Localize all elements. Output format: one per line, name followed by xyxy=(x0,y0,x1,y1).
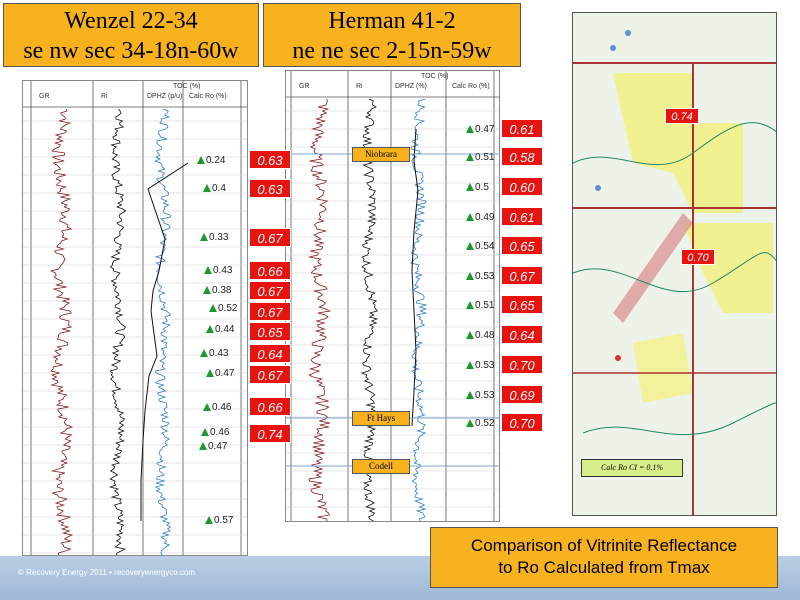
track-header: Calc Ro (%) xyxy=(452,83,490,90)
footer-text: © Recovery Energy 2011 • recoveryenergyc… xyxy=(18,568,196,577)
caption-box: Comparison of Vitrinite Reflectance to R… xyxy=(430,527,778,588)
map-ro-label: 0.74 xyxy=(665,108,699,124)
calculated-ro: 0.67 xyxy=(249,302,291,321)
calculated-ro: 0.67 xyxy=(249,281,291,300)
left-title: Wenzel 22-34 xyxy=(64,8,198,34)
measured-ro: 0.38 xyxy=(203,285,231,297)
calculated-ro: 0.70 xyxy=(501,355,543,374)
ro-trend xyxy=(411,128,419,427)
log-curve xyxy=(409,98,428,521)
track-header: Ri xyxy=(356,83,363,90)
measured-ro: 0.47 xyxy=(199,441,227,453)
measured-ro: 0.46 xyxy=(203,402,231,414)
calculated-ro: 0.65 xyxy=(501,236,543,255)
left-location: se nw sec 34-18n-60w xyxy=(23,38,239,64)
track-header: GR xyxy=(299,83,310,90)
measured-ro: 0.52 xyxy=(466,418,494,430)
calculated-ro: 0.63 xyxy=(249,179,291,198)
right-log: GR Ri DPHZ (%) TOC (%) Calc Ro (%) Niobrara Ft… xyxy=(285,70,500,522)
measured-ro: 0.49 xyxy=(466,212,494,224)
map-legend: Calc Ro CI = 0.1% xyxy=(581,459,683,477)
log-curve xyxy=(360,98,379,521)
track-header: DPHZ (%) xyxy=(395,83,427,90)
measured-ro: 0.24 xyxy=(197,155,225,167)
calculated-ro: 0.65 xyxy=(501,295,543,314)
calculated-ro: 0.65 xyxy=(249,322,291,341)
calculated-ro: 0.67 xyxy=(249,228,291,247)
calculated-ro: 0.61 xyxy=(501,207,543,226)
caption-line: Comparison of Vitrinite Reflectance xyxy=(470,536,738,555)
measured-ro: 0.46 xyxy=(201,427,229,439)
log-tracks xyxy=(286,71,499,521)
calculated-ro: 0.67 xyxy=(249,365,291,384)
calculated-ro: 0.66 xyxy=(249,261,291,280)
measured-ro: 0.53 xyxy=(466,390,494,402)
ro-trend xyxy=(140,162,189,521)
calculated-ro: 0.70 xyxy=(501,413,543,432)
calculated-ro: 0.67 xyxy=(501,266,543,285)
track-header: GR xyxy=(39,93,50,100)
measured-ro: 0.5 xyxy=(466,182,489,194)
map: 0.74 0.70 Calc Ro CI = 0.1% xyxy=(572,12,777,516)
measured-ro: 0.57 xyxy=(205,515,233,527)
left-log: GR Ri DPHZ (p/u) TOC (%) Calc Ro (%) xyxy=(22,80,248,556)
log-tracks xyxy=(23,81,247,555)
calculated-ro: 0.64 xyxy=(249,344,291,363)
measured-ro: 0.52 xyxy=(209,303,237,315)
track-header: TOC (%) xyxy=(173,83,201,90)
log-curve xyxy=(108,108,127,555)
measured-ro: 0.51 xyxy=(466,152,494,164)
measured-ro: 0.4 xyxy=(203,183,226,195)
measured-ro: 0.54 xyxy=(466,241,494,253)
measured-ro: 0.43 xyxy=(200,348,228,360)
calculated-ro: 0.66 xyxy=(249,397,291,416)
calculated-ro: 0.69 xyxy=(501,385,543,404)
calculated-ro: 0.74 xyxy=(249,424,291,443)
track-header: DPHZ (p/u) xyxy=(147,93,183,100)
measured-ro: 0.33 xyxy=(200,232,228,244)
measured-ro: 0.53 xyxy=(466,271,494,283)
formation-label: Niobrara xyxy=(352,147,410,162)
calculated-ro: 0.61 xyxy=(501,119,543,138)
map-drawing xyxy=(573,30,776,515)
caption-line: to Ro Calculated from Tmax xyxy=(498,558,710,577)
calculated-ro: 0.64 xyxy=(501,325,543,344)
calculated-ro: 0.58 xyxy=(501,147,543,166)
measured-ro: 0.51 xyxy=(466,300,494,312)
track-header: Calc Ro (%) xyxy=(189,93,227,100)
measured-ro: 0.48 xyxy=(466,330,494,342)
measured-ro: 0.43 xyxy=(204,265,232,277)
calculated-ro: 0.60 xyxy=(501,177,543,196)
log-curve xyxy=(154,108,172,555)
measured-ro: 0.53 xyxy=(466,360,494,372)
right-title: Herman 41-2 xyxy=(328,8,456,34)
left-title-box: Wenzel 22-34 se nw sec 34-18n-60w xyxy=(3,3,259,67)
formation-label: Codell xyxy=(352,459,410,474)
calculated-ro: 0.63 xyxy=(249,150,291,169)
map-ro-label: 0.70 xyxy=(681,249,715,265)
right-location: ne ne sec 2-15n-59w xyxy=(292,38,492,64)
right-title-box: Herman 41-2 ne ne sec 2-15n-59w xyxy=(263,3,521,67)
track-header: Ri xyxy=(101,93,108,100)
measured-ro: 0.47 xyxy=(206,368,234,380)
formation-label: Ft Hays xyxy=(352,411,410,426)
log-curve xyxy=(50,108,74,555)
log-curve xyxy=(308,98,332,521)
track-header: TOC (%) xyxy=(421,73,449,80)
measured-ro: 0.44 xyxy=(206,324,234,336)
measured-ro: 0.47 xyxy=(466,124,494,136)
